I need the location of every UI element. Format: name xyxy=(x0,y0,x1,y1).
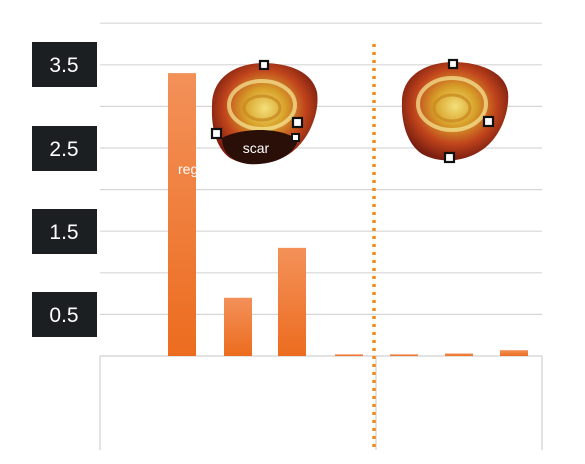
y-tick-box-1 xyxy=(32,126,97,171)
heart-scar-image: scar xyxy=(210,59,318,165)
bar-g1-1 xyxy=(445,353,473,356)
marker-top xyxy=(258,59,270,71)
marker-right-right-heart xyxy=(482,115,495,128)
bars xyxy=(168,73,528,357)
bar-g0-1 xyxy=(224,297,252,356)
bar-g0-0 xyxy=(168,73,196,357)
y-tick-label-2: 1.5 xyxy=(49,221,78,244)
y-tick-label-0: 3.5 xyxy=(49,54,78,77)
scar-label: scar xyxy=(243,140,270,156)
marker-left xyxy=(210,127,223,140)
bar-g0-3 xyxy=(335,354,363,356)
bar-g1-2 xyxy=(500,350,528,356)
marker-right-small xyxy=(291,133,300,142)
y-tick-box-0 xyxy=(32,42,97,87)
marker-top-right-heart xyxy=(447,58,459,70)
region-label: region xyxy=(178,161,217,177)
marker-bottom-right-heart xyxy=(443,151,456,164)
bar-g1-0 xyxy=(390,354,418,356)
region-label-clip: region xyxy=(178,161,217,177)
y-tick-box-3 xyxy=(32,292,97,337)
marker-right xyxy=(291,116,304,129)
heart-healthy-image xyxy=(401,58,509,164)
y-tick-box-2 xyxy=(32,209,97,254)
y-tick-label-3: 0.5 xyxy=(49,304,78,327)
y-axis-ticks: 3.5 2.5 1.5 0.5 xyxy=(32,42,97,337)
bar-g0-2 xyxy=(278,247,306,356)
y-tick-label-1: 2.5 xyxy=(49,138,78,161)
